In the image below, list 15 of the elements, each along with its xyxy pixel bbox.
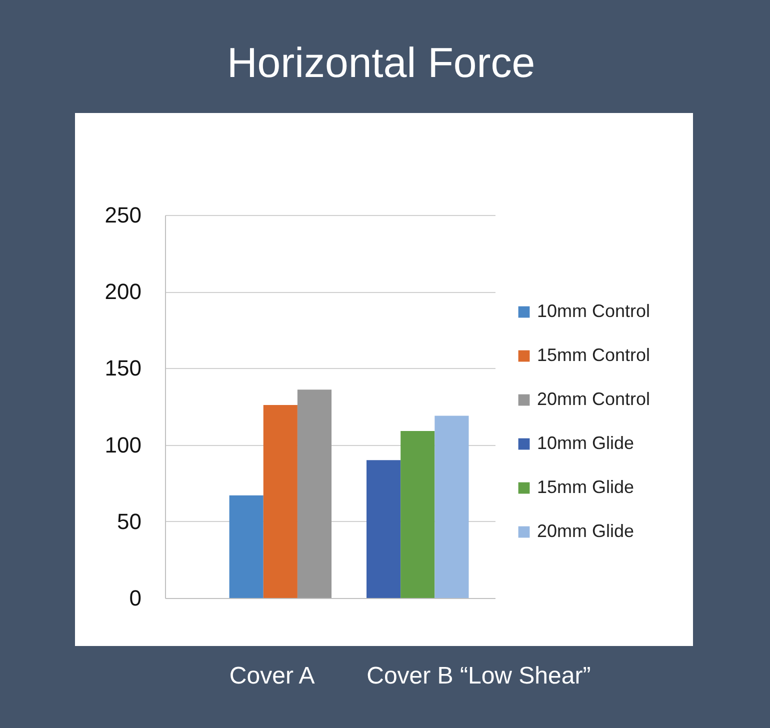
y-tick-label: 100 [104,432,142,458]
legend-label: 15mm Glide [537,477,634,497]
y-tick-label: 200 [104,279,142,304]
legend-label: 10mm Control [537,301,650,321]
y-tick-label: 250 [104,202,142,228]
x-tick-label: Cover A [229,662,315,690]
legend-label: 20mm Glide [537,521,634,541]
legend-label: 20mm Control [537,389,650,409]
y-tick-label: 150 [104,356,142,381]
legend-label: 10mm Glide [537,433,634,453]
legend-label: 15mm Control [537,345,650,365]
y-tick-label: 50 [117,508,142,534]
x-tick-label: Cover B “Low Shear” [366,662,591,690]
y-tick-label: 0 [129,586,142,610]
chart-title: Horizontal Force [226,39,536,86]
